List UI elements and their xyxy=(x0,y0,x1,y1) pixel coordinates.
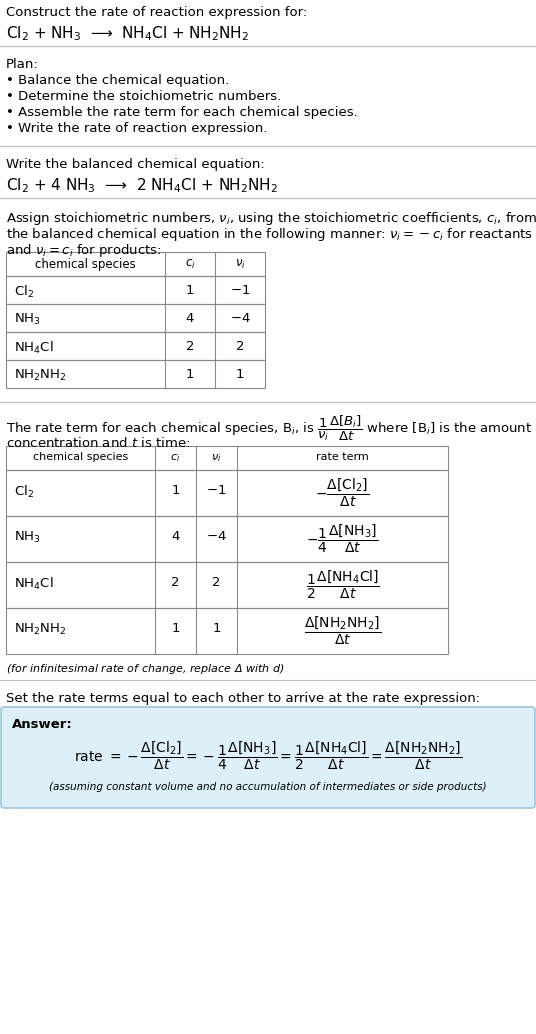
Text: rate term: rate term xyxy=(316,452,369,462)
Text: NH$_4$Cl: NH$_4$Cl xyxy=(14,576,54,592)
Bar xyxy=(6,360,265,388)
Text: 2: 2 xyxy=(171,576,180,589)
Text: 1: 1 xyxy=(171,484,180,497)
Text: rate $= -\dfrac{\Delta[\mathrm{Cl_2}]}{\Delta t} = -\dfrac{1}{4}\dfrac{\Delta[\m: rate $= -\dfrac{\Delta[\mathrm{Cl_2}]}{\… xyxy=(74,740,462,772)
Text: 2: 2 xyxy=(186,340,194,353)
Bar xyxy=(6,562,448,608)
Bar xyxy=(6,446,448,470)
Text: $c_i$: $c_i$ xyxy=(184,258,195,271)
Text: NH$_2$NH$_2$: NH$_2$NH$_2$ xyxy=(14,622,66,637)
Text: NH$_4$Cl: NH$_4$Cl xyxy=(14,340,54,356)
Text: 4: 4 xyxy=(186,312,194,325)
Text: Write the balanced chemical equation:: Write the balanced chemical equation: xyxy=(6,158,265,171)
Bar xyxy=(6,516,448,562)
Text: $\nu_i$: $\nu_i$ xyxy=(211,452,222,464)
Text: Answer:: Answer: xyxy=(12,718,73,731)
Text: Cl$_2$ + 4 NH$_3$  ⟶  2 NH$_4$Cl + NH$_2$NH$_2$: Cl$_2$ + 4 NH$_3$ ⟶ 2 NH$_4$Cl + NH$_2$N… xyxy=(6,176,278,194)
Text: • Write the rate of reaction expression.: • Write the rate of reaction expression. xyxy=(6,122,267,135)
Text: 1: 1 xyxy=(186,368,194,381)
Text: $-4$: $-4$ xyxy=(206,530,227,543)
Text: The rate term for each chemical species, B$_i$, is $\dfrac{1}{\nu_i}\dfrac{\Delt: The rate term for each chemical species,… xyxy=(6,414,532,444)
Text: NH$_3$: NH$_3$ xyxy=(14,530,41,545)
Text: NH$_2$NH$_2$: NH$_2$NH$_2$ xyxy=(14,368,66,384)
Text: 2: 2 xyxy=(236,340,244,353)
Text: 4: 4 xyxy=(172,530,180,543)
Text: $-4$: $-4$ xyxy=(229,312,250,325)
Bar xyxy=(6,304,265,332)
Bar xyxy=(6,252,265,276)
Text: Assign stoichiometric numbers, $\nu_i$, using the stoichiometric coefficients, $: Assign stoichiometric numbers, $\nu_i$, … xyxy=(6,210,536,227)
Text: $-1$: $-1$ xyxy=(230,284,250,297)
Text: and $\nu_i = c_i$ for products:: and $\nu_i = c_i$ for products: xyxy=(6,242,162,258)
Text: $c_i$: $c_i$ xyxy=(170,452,181,464)
Text: 1: 1 xyxy=(186,284,194,297)
Text: chemical species: chemical species xyxy=(35,258,136,271)
Text: 2: 2 xyxy=(212,576,221,589)
Text: Construct the rate of reaction expression for:: Construct the rate of reaction expressio… xyxy=(6,6,307,19)
Text: $\dfrac{1}{2}\dfrac{\Delta[\mathrm{NH_4Cl}]}{\Delta t}$: $\dfrac{1}{2}\dfrac{\Delta[\mathrm{NH_4C… xyxy=(306,569,379,601)
Text: Cl$_2$: Cl$_2$ xyxy=(14,284,34,300)
Text: the balanced chemical equation in the following manner: $\nu_i = -c_i$ for react: the balanced chemical equation in the fo… xyxy=(6,226,533,243)
Text: (assuming constant volume and no accumulation of intermediates or side products): (assuming constant volume and no accumul… xyxy=(49,782,487,792)
Text: $-\dfrac{1}{4}\dfrac{\Delta[\mathrm{NH_3}]}{\Delta t}$: $-\dfrac{1}{4}\dfrac{\Delta[\mathrm{NH_3… xyxy=(307,523,378,555)
Text: 1: 1 xyxy=(171,622,180,635)
Bar xyxy=(6,332,265,360)
Text: NH$_3$: NH$_3$ xyxy=(14,312,41,327)
Text: 1: 1 xyxy=(236,368,244,381)
Text: $\dfrac{\Delta[\mathrm{NH_2NH_2}]}{\Delta t}$: $\dfrac{\Delta[\mathrm{NH_2NH_2}]}{\Delt… xyxy=(304,615,381,647)
Text: (for infinitesimal rate of change, replace Δ with $d$): (for infinitesimal rate of change, repla… xyxy=(6,662,285,676)
FancyBboxPatch shape xyxy=(1,707,535,808)
Text: • Assemble the rate term for each chemical species.: • Assemble the rate term for each chemic… xyxy=(6,107,358,119)
Bar xyxy=(6,608,448,653)
Text: Cl$_2$: Cl$_2$ xyxy=(14,484,34,500)
Text: $-1$: $-1$ xyxy=(206,484,227,497)
Text: chemical species: chemical species xyxy=(33,452,128,462)
Text: Plan:: Plan: xyxy=(6,58,39,71)
Text: $-\dfrac{\Delta[\mathrm{Cl_2}]}{\Delta t}$: $-\dfrac{\Delta[\mathrm{Cl_2}]}{\Delta t… xyxy=(315,477,370,509)
Text: • Balance the chemical equation.: • Balance the chemical equation. xyxy=(6,74,229,87)
Text: Set the rate terms equal to each other to arrive at the rate expression:: Set the rate terms equal to each other t… xyxy=(6,692,480,705)
Bar xyxy=(6,470,448,516)
Text: 1: 1 xyxy=(212,622,221,635)
Text: Cl$_2$ + NH$_3$  ⟶  NH$_4$Cl + NH$_2$NH$_2$: Cl$_2$ + NH$_3$ ⟶ NH$_4$Cl + NH$_2$NH$_2… xyxy=(6,24,249,42)
Text: $\nu_i$: $\nu_i$ xyxy=(235,258,245,271)
Text: • Determine the stoichiometric numbers.: • Determine the stoichiometric numbers. xyxy=(6,90,281,103)
Bar xyxy=(6,276,265,304)
Text: concentration and $t$ is time:: concentration and $t$ is time: xyxy=(6,436,190,450)
